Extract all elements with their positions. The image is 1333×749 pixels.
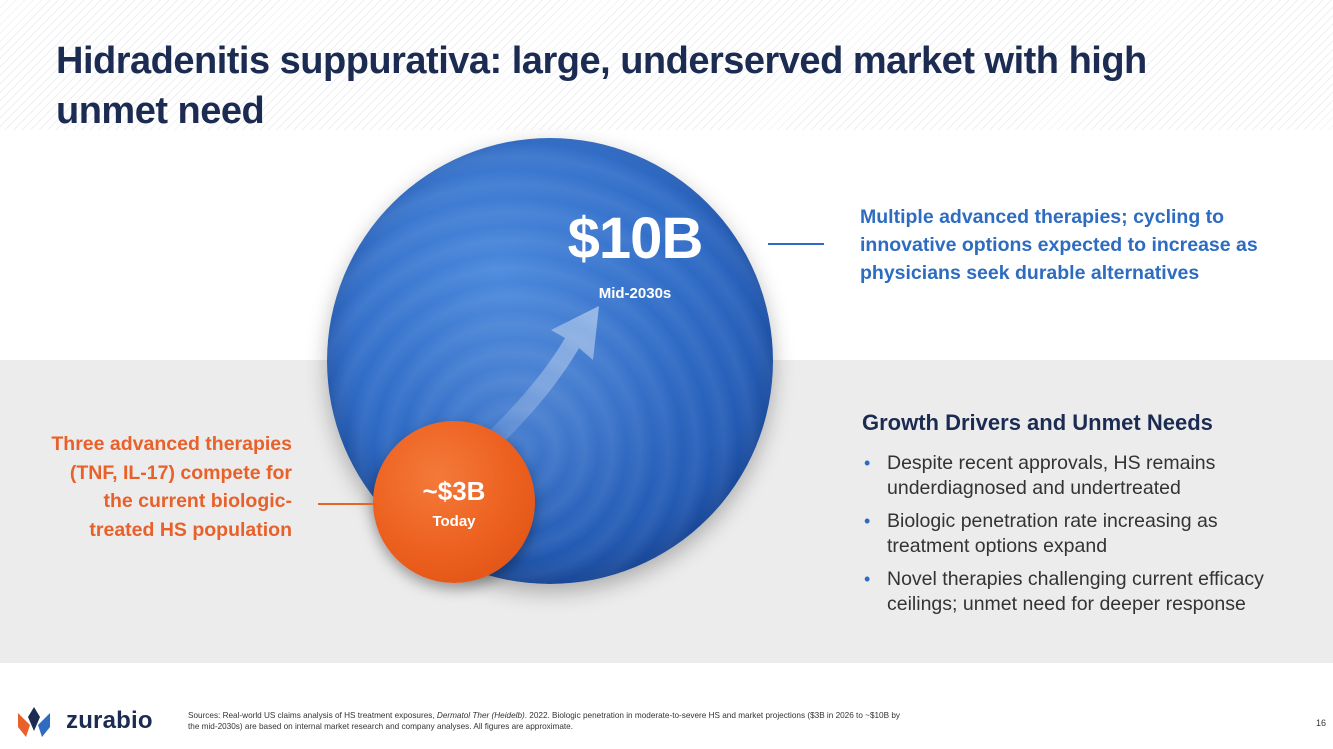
- list-item-text: Despite recent approvals, HS remains und…: [887, 452, 1216, 499]
- page-title: Hidradenitis suppurativa: large, underse…: [56, 40, 1147, 132]
- list-item-text: Biologic penetration rate increasing as …: [887, 510, 1218, 557]
- growth-drivers-list: • Despite recent approvals, HS remains u…: [862, 451, 1302, 625]
- header-hatch-background: [0, 0, 1333, 130]
- page-number: 16: [1315, 718, 1326, 728]
- bullet-icon: •: [864, 453, 871, 473]
- future-market-callout: Multiple advanced therapies; cycling to …: [860, 206, 1258, 284]
- sources-footnote: Sources: Real-world US claims analysis o…: [188, 710, 908, 732]
- list-item: • Biologic penetration rate increasing a…: [862, 509, 1302, 559]
- current-callout-connector: [318, 503, 374, 505]
- bullet-icon: •: [864, 511, 871, 531]
- current-market-callout: Three advanced therapies (TNF, IL-17) co…: [51, 433, 292, 541]
- future-market-label: Mid-2030s: [598, 285, 672, 302]
- growth-drivers-heading: Growth Drivers and Unmet Needs: [862, 410, 1213, 435]
- bullet-icon: •: [864, 569, 871, 589]
- current-market-label: Today: [432, 513, 476, 530]
- list-item: • Novel therapies challenging current ef…: [862, 567, 1302, 617]
- sources-journal: Dermatol Ther (Heidelb): [436, 711, 525, 720]
- future-market-value: $10B: [567, 206, 704, 271]
- sources-prefix: Sources: Real-world US claims analysis o…: [188, 711, 437, 720]
- list-item-text: Novel therapies challenging current effi…: [887, 568, 1264, 615]
- logo-wordmark: zurabio: [66, 707, 153, 734]
- future-callout-connector: [768, 243, 824, 245]
- list-item: • Despite recent approvals, HS remains u…: [862, 451, 1302, 501]
- sources-suffix: . 2022. Biologic penetration in moderate…: [188, 711, 900, 731]
- current-market-value: ~$3B: [422, 476, 486, 506]
- zurabio-logo-icon: [18, 707, 50, 737]
- current-market-circle: [373, 421, 535, 583]
